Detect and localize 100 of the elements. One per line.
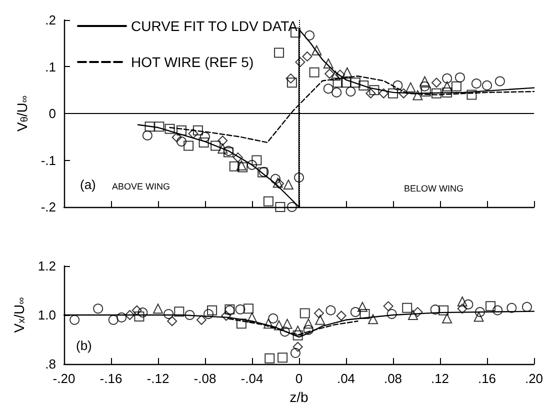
point — [471, 78, 482, 89]
point — [430, 304, 440, 315]
point — [438, 305, 449, 316]
y-tick-label: 1.2 — [38, 258, 56, 274]
point — [522, 302, 532, 312]
point — [286, 202, 297, 212]
x-tick-label: .08 — [384, 371, 402, 386]
point — [221, 310, 232, 321]
x-tick-label: .04 — [336, 371, 356, 386]
y-tick-label: -.1 — [40, 152, 56, 168]
point — [164, 309, 174, 320]
point — [247, 312, 257, 322]
point — [358, 80, 369, 90]
point — [346, 86, 356, 97]
point — [474, 312, 484, 322]
point — [442, 81, 452, 92]
point — [494, 76, 505, 86]
point — [290, 348, 300, 358]
point — [442, 87, 452, 98]
point — [263, 196, 274, 206]
point — [252, 155, 262, 166]
point — [286, 73, 296, 84]
point — [229, 161, 240, 172]
point — [341, 78, 351, 88]
point — [474, 307, 485, 318]
annotation: BELOW WING — [404, 184, 464, 194]
x-tick-label: .12 — [430, 371, 450, 386]
point — [302, 51, 312, 62]
point — [386, 309, 397, 320]
point — [295, 57, 306, 68]
point — [153, 304, 163, 314]
point — [247, 160, 257, 170]
point — [304, 30, 315, 40]
point — [263, 318, 274, 329]
point — [336, 310, 346, 321]
point — [274, 320, 284, 330]
point — [270, 174, 280, 184]
point — [264, 353, 275, 364]
point — [278, 352, 288, 363]
point — [392, 80, 403, 90]
point — [134, 311, 144, 322]
y-tick-label: 0 — [48, 106, 56, 121]
y-tick-label: .2 — [45, 12, 56, 28]
point — [70, 314, 80, 325]
y-tick-label: .1 — [45, 59, 56, 74]
point — [164, 124, 175, 134]
point — [292, 342, 303, 352]
point — [332, 87, 342, 98]
point — [412, 307, 423, 318]
point — [482, 80, 492, 90]
point — [280, 326, 290, 337]
point — [350, 78, 360, 88]
point — [412, 90, 423, 100]
point — [466, 90, 477, 100]
point — [235, 304, 246, 314]
point — [330, 70, 340, 81]
annotation: (b) — [76, 338, 92, 353]
y-axis-title: Vx/U∞ — [11, 297, 28, 333]
y-tick-label: 1.0 — [38, 308, 56, 322]
point — [268, 313, 278, 324]
point — [218, 144, 228, 154]
point — [492, 305, 503, 316]
point — [342, 67, 352, 78]
x-axis-title: z/b — [290, 389, 309, 405]
point — [431, 88, 442, 98]
point — [357, 302, 368, 312]
point — [286, 78, 297, 88]
x-tick-label: 0 — [295, 371, 303, 386]
point — [312, 45, 322, 56]
point — [200, 132, 210, 142]
point — [176, 136, 186, 147]
point — [124, 310, 135, 320]
point — [431, 78, 442, 88]
x-tick-label: -.04 — [240, 371, 264, 386]
x-tick-label: .20 — [524, 371, 544, 386]
y-tick-label: .8 — [45, 356, 56, 372]
point — [332, 78, 343, 88]
point — [292, 326, 303, 336]
point — [176, 125, 186, 136]
point — [408, 310, 418, 320]
legend-label: CURVE FIT TO LDV DATA — [131, 18, 298, 34]
point — [132, 305, 142, 316]
point — [303, 318, 314, 329]
point — [383, 301, 394, 312]
point — [360, 309, 370, 320]
point — [93, 304, 104, 314]
point — [236, 318, 246, 329]
point — [283, 180, 294, 190]
point — [457, 304, 468, 314]
point — [167, 316, 178, 326]
point — [324, 68, 335, 79]
point — [282, 318, 292, 329]
point — [172, 132, 182, 142]
annotation: ABOVE WING — [112, 182, 170, 192]
point — [366, 88, 376, 98]
x-tick-label: -.12 — [146, 371, 170, 386]
point — [210, 140, 221, 151]
x-tick-label: .16 — [478, 371, 496, 386]
point — [174, 306, 184, 317]
point — [144, 122, 155, 132]
